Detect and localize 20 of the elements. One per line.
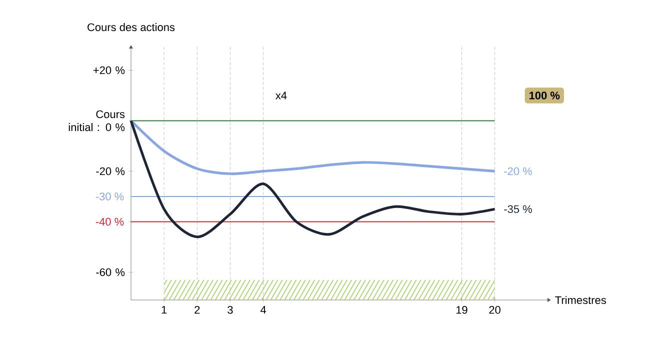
- ref-line-label: -40 %: [96, 218, 124, 226]
- line-series: [130, 119, 496, 176]
- x-tick-label: 3: [228, 306, 233, 314]
- annotation: x4: [276, 92, 287, 100]
- x-tick-label: 4: [260, 306, 266, 314]
- x-tick-label: 1: [162, 306, 167, 314]
- y-axis-title: Cours des actions: [88, 23, 175, 32]
- ref-line-label: -30 %: [96, 192, 124, 200]
- y-tick-label: +20 %: [93, 66, 125, 74]
- y-tick-label: Cours initial : 0 %: [68, 110, 125, 132]
- x-tick-label: 2: [194, 306, 200, 314]
- data-label: -35 %: [504, 205, 532, 213]
- x-tick-label: 20: [489, 306, 500, 314]
- x-tick-label: 19: [456, 306, 468, 314]
- data-label: -20 %: [504, 167, 532, 176]
- text: 100 %: [529, 92, 560, 100]
- line-series: [130, 119, 496, 238]
- y-tick-label: -60 %: [96, 268, 125, 276]
- y-tick-label: -20 %: [96, 167, 125, 176]
- x-axis-title: Trimestres: [555, 296, 606, 304]
